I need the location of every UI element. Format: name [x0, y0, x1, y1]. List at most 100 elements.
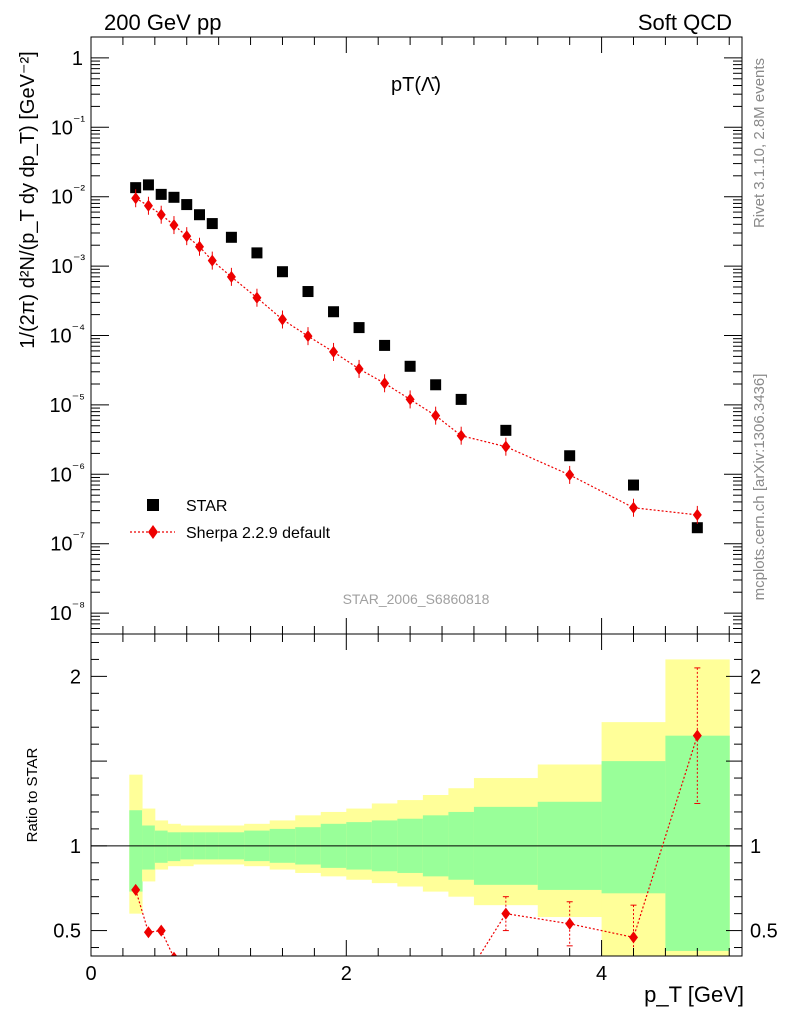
ratio-y-tick-label-right: 1 [750, 836, 761, 858]
sherpa-data-point [501, 440, 511, 453]
sherpa-data-point [629, 501, 638, 514]
ratio-data-point [182, 967, 191, 979]
star-data-point [302, 286, 314, 298]
main-title: pT(Λ̄) [391, 74, 441, 96]
star-data-point [353, 322, 365, 334]
star-data-point [564, 450, 576, 462]
ratio-data-point [565, 917, 575, 930]
sherpa-data-point [131, 192, 141, 205]
star-data-point [500, 424, 512, 436]
main-y-tick-label: 10⁻² [51, 182, 86, 209]
ratio-data-point [329, 986, 338, 998]
x-tick-label: 2 [341, 963, 352, 985]
x-axis-label: p_T [GeV] [644, 982, 744, 1007]
sherpa-data-point [169, 219, 179, 232]
x-tick-label: 0 [85, 963, 96, 985]
legend: STAR Sherpa 2.2.9 default [130, 498, 331, 542]
ratio-y-tick-label: 1 [70, 836, 81, 858]
star-data-point [691, 522, 703, 534]
ratio-inner-band [154, 830, 169, 863]
sherpa-data-point [692, 508, 702, 521]
sherpa-data-point [156, 208, 166, 221]
sherpa-data-point [277, 313, 287, 326]
sherpa-data-point [380, 377, 390, 390]
ratio-y-axis-label: Ratio to STAR [24, 747, 41, 842]
main-y-tick-label: 1 [72, 48, 83, 70]
sherpa-data-point [226, 270, 236, 283]
sherpa-data-point [565, 468, 575, 481]
star-data-point [379, 339, 391, 351]
ratio-panel: 0.5 0.5 1 1 2 2 0 2 4 Ratio to STAR p_T [GeV] [24, 633, 778, 1007]
star-data-point [628, 479, 639, 491]
ratio-data-point [143, 926, 153, 939]
star-data-point [404, 360, 416, 372]
star-data-point [430, 379, 442, 391]
star-data-point [455, 393, 467, 405]
sherpa-series-line [135, 197, 698, 516]
star-data-point [181, 199, 193, 211]
star-data-point [225, 231, 237, 243]
ratio-data-point [170, 951, 178, 956]
ratio-data-point [380, 984, 389, 996]
star-data-point [194, 209, 205, 221]
sherpa-data-point [329, 345, 339, 358]
ratio-data-point [355, 986, 364, 998]
legend-marker-star [147, 499, 159, 511]
ratio-series-group [131, 667, 702, 998]
analysis-label: STAR_2006_S6860818 [343, 591, 490, 607]
header-right: Soft QCD [638, 10, 732, 35]
ratio-inner-band [142, 825, 156, 870]
main-y-tick-label: 10⁻⁷ [50, 529, 85, 556]
main-y-tick-label: 10⁻⁴ [49, 321, 85, 348]
ratio-data-point [195, 972, 204, 984]
rivet-version-label: Rivet 3.1.10, 2.8M events [751, 58, 768, 228]
ratio-data-point [227, 979, 236, 991]
legend-label-sherpa: Sherpa 2.2.9 default [186, 525, 331, 542]
ratio-data-point [629, 931, 638, 944]
ratio-data-point [304, 986, 313, 998]
star-data-point [276, 266, 288, 278]
star-data-point [142, 179, 154, 191]
ratio-data-point [278, 984, 287, 996]
star-data-point [155, 188, 167, 200]
ratio-data-point [431, 981, 440, 993]
star-data-point [130, 182, 142, 194]
ratio-y-tick-label-right: 0.5 [750, 921, 778, 943]
legend-label-star: STAR [186, 498, 227, 515]
star-data-point [168, 191, 180, 203]
header-left: 200 GeV pp [104, 10, 221, 35]
ratio-data-point [501, 907, 511, 920]
main-y-tick-label: 10⁻⁵ [50, 390, 85, 417]
ratio-data-point [131, 883, 141, 896]
sherpa-data-point [456, 429, 466, 442]
sherpa-data-point [354, 362, 364, 375]
ratio-y-tick-label: 0.5 [53, 921, 81, 943]
star-data-point [206, 218, 218, 230]
sherpa-data-point [182, 230, 192, 243]
sherpa-data-point [207, 254, 217, 267]
main-y-tick-label: 10⁻⁶ [50, 459, 85, 486]
main-y-axis-label: 1/(2π) d²N/(p_T dy dp_T) [GeV⁻²] [17, 51, 39, 348]
main-y-tick-label: 10⁻¹ [51, 112, 86, 139]
mcplots-label: mcplots.cern.ch [arXiv:1306.3436] [751, 374, 768, 601]
main-y-tick-label: 10⁻⁸ [49, 598, 85, 625]
ratio-data-point [252, 982, 261, 994]
ratio-data-point [406, 982, 415, 994]
ratio-data-point [692, 729, 702, 742]
x-tick-label: 4 [596, 963, 607, 985]
sherpa-data-point [195, 240, 204, 253]
ratio-inner-band [129, 810, 143, 892]
legend-marker-sherpa [148, 525, 158, 539]
ratio-data-point [156, 924, 166, 937]
ratio-y-tick-label: 2 [70, 666, 81, 688]
main-y-tick-label: 10⁻³ [51, 251, 86, 278]
ratio-data-point [208, 975, 217, 987]
sherpa-data-point [431, 409, 441, 422]
sherpa-data-point [303, 330, 313, 343]
main-frame [90, 36, 743, 635]
sherpa-data-point [405, 393, 415, 406]
ratio-inner-band [167, 832, 181, 862]
ratio-data-point [457, 979, 466, 991]
star-data-point [251, 247, 263, 259]
